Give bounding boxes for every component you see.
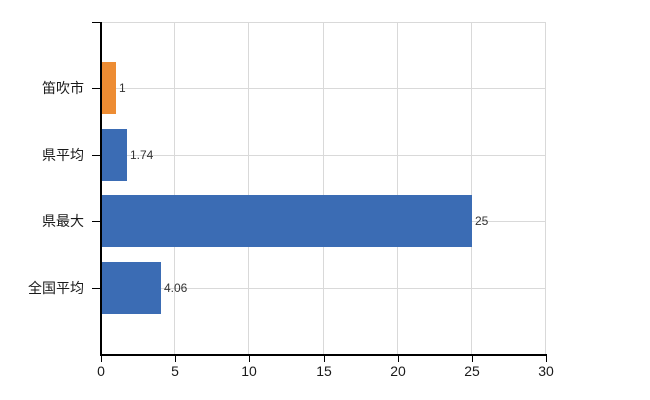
y-tick (92, 22, 100, 23)
y-tick (92, 221, 100, 222)
category-label: 笛吹市 (42, 80, 84, 96)
bar-value-label: 25 (475, 214, 489, 228)
bar (101, 62, 116, 114)
gridline-h (101, 88, 546, 89)
x-axis-line (100, 354, 547, 356)
x-tick (249, 356, 250, 362)
y-tick (92, 288, 100, 289)
gridline-v (396, 22, 398, 354)
gridline-v (470, 22, 472, 354)
bar (101, 129, 127, 181)
y-axis-line (100, 22, 102, 356)
bar (101, 262, 162, 314)
gridline-v (248, 22, 250, 354)
gridline-h (101, 288, 546, 289)
x-tick (472, 356, 473, 362)
bar-value-label: 1.74 (130, 148, 154, 162)
category-label: 県平均 (42, 147, 84, 163)
category-label: 県最大 (42, 213, 84, 229)
bar (101, 195, 472, 247)
x-tick-label: 5 (171, 363, 179, 379)
gridline-h (101, 155, 546, 156)
x-tick (546, 356, 547, 362)
gridline-v (322, 22, 324, 354)
x-tick-label: 0 (97, 363, 105, 379)
plot-top-border (101, 22, 546, 23)
x-tick-label: 15 (316, 363, 332, 379)
x-tick-label: 30 (538, 363, 554, 379)
x-tick (398, 356, 399, 362)
x-tick (324, 356, 325, 362)
x-tick-label: 20 (390, 363, 406, 379)
gridline-v (174, 22, 176, 354)
x-tick (175, 356, 176, 362)
y-tick (92, 88, 100, 89)
x-tick (101, 356, 102, 362)
category-label: 全国平均 (28, 280, 84, 296)
gridline-v (545, 22, 546, 354)
x-tick-label: 25 (464, 363, 480, 379)
y-tick (92, 155, 100, 156)
x-tick-label: 10 (241, 363, 257, 379)
bar-value-label: 4.06 (164, 281, 188, 295)
bar-value-label: 1 (119, 81, 126, 95)
